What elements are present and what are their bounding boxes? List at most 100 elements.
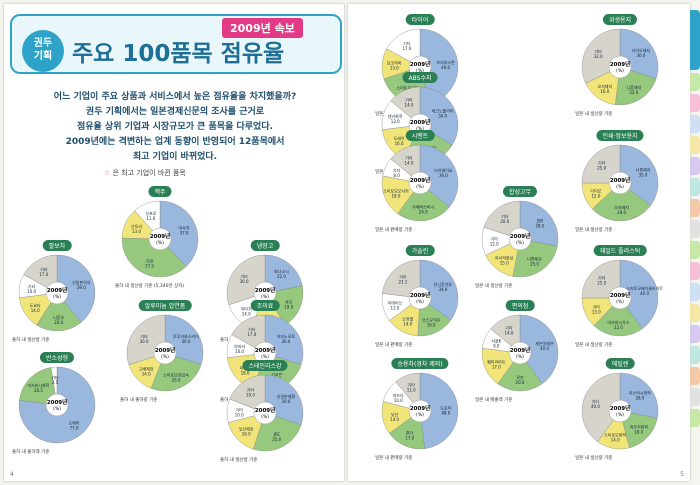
- slice-label: 혼다: [406, 430, 414, 436]
- title-box: 2009년 속보 권두 기획 주요 100품목 점유율: [10, 14, 342, 74]
- slice-value: 16.0: [427, 322, 436, 327]
- slice-value: 11.0: [407, 388, 416, 393]
- slice-label: 야마사: [234, 343, 245, 349]
- chart-title: 가솔린: [405, 245, 435, 256]
- slice-label: 기코만: [271, 371, 282, 377]
- pie-slice: [581, 259, 621, 299]
- slice-value: 14.0: [403, 322, 412, 327]
- chapter-tab[interactable]: [690, 178, 700, 196]
- chapter-tab[interactable]: [690, 94, 700, 112]
- slice-label: 기타: [491, 236, 499, 242]
- star-icon: ☆: [104, 169, 111, 177]
- slice-value: 14.0: [405, 103, 414, 108]
- pie-center: [408, 399, 432, 423]
- pie-center: [45, 281, 69, 305]
- chart-title: 타이어: [405, 14, 435, 25]
- chapter-tab[interactable]: [690, 388, 700, 406]
- pie-chart-card: 에틸렌 미쓰비시화학 28.0 미쓰이화학 18.0 스미토모화학 14.0 기타 40.0 20…: [575, 358, 665, 470]
- pie-slice: [497, 352, 543, 392]
- intro-line: 권두 기획에서는 일본경제신문의 조사를 근거로: [85, 107, 265, 117]
- slice-value: 17.0: [492, 364, 501, 369]
- slice-label: 기타: [40, 266, 48, 272]
- pie-chart-card: 스테인리스강 신일본제철 30.0 JFE 25.0 닛신제강 16.0 기타 10.0 기타 19…: [220, 360, 310, 472]
- pie-slice: [419, 144, 459, 208]
- slice-label: 기타: [247, 387, 255, 393]
- slice-label: 스미토모경금속: [163, 371, 189, 377]
- chapter-tab[interactable]: [690, 283, 700, 301]
- slice-value: 15.0: [500, 260, 509, 265]
- pie-chart-card: 인쇄·정보용지 니혼제지 35.0 오지제지 28.0 다이오 12.0 기타 25.0 2009…: [575, 130, 665, 242]
- chapter-tab[interactable]: [690, 115, 700, 133]
- pie-chart-card: 승용차(경차 제외) 도요타 48.0 혼다 17.0 닛산 14.0 마쓰다 10.0 기타 11…: [375, 358, 465, 470]
- slice-value: 30.0: [181, 339, 190, 344]
- pie-center: [608, 399, 632, 423]
- chapter-tab[interactable]: [690, 241, 700, 259]
- slice-value: 30.0: [140, 339, 149, 344]
- slice-value: 30.0: [240, 279, 249, 284]
- chapter-tab[interactable]: [690, 367, 700, 385]
- slice-value: 17.0: [402, 46, 411, 51]
- chapter-tab[interactable]: [690, 199, 700, 217]
- slice-value: 28.0: [635, 396, 644, 401]
- slice-value: 25.0: [597, 166, 606, 171]
- chart-note: 출하 내 생산량 기준 (5,340만 상자): [115, 284, 185, 289]
- slice-value: 20.0: [500, 219, 509, 224]
- slice-label: 이데미쓰: [388, 300, 403, 306]
- pie-slice: [121, 237, 187, 278]
- slice-label: 기타: [501, 213, 509, 219]
- page-number-left: 4: [10, 471, 14, 478]
- slice-label: 신니혼석유: [434, 281, 453, 287]
- slice-label: 스미토모화학: [604, 431, 626, 437]
- chart-title: 편의점: [505, 300, 535, 311]
- chapter-tab[interactable]: [690, 73, 700, 91]
- pie-center-label: (%): [156, 240, 164, 246]
- pie-center-label: (%): [416, 126, 424, 132]
- slice-value: 36.0: [439, 173, 448, 178]
- slice-label: 아지노모토: [277, 333, 296, 339]
- pie-center: [508, 341, 532, 365]
- pie-slice: [619, 410, 658, 449]
- chapter-tab[interactable]: [690, 325, 700, 343]
- badge-line-1: 권두: [33, 38, 53, 49]
- chapter-tab-strip[interactable]: [690, 10, 700, 430]
- pie-center: [148, 227, 172, 251]
- slice-label: 기타: [51, 374, 59, 380]
- slice-label: 다이헤이요: [434, 167, 453, 173]
- feature-badge: 권두 기획: [22, 30, 64, 72]
- slice-label: 고베제강: [139, 366, 154, 372]
- slice-label: 도레이: [69, 419, 80, 425]
- slice-value: 10.0: [27, 289, 36, 294]
- slice-label: 도요타: [440, 404, 451, 410]
- pie-chart: 다이헤이요36.0우베미쓰비시24.0스미토모오사카18.0기타8.0기타14.…: [381, 144, 459, 222]
- chart-note: 일본 내 생산량 기준: [575, 112, 613, 117]
- chapter-tab[interactable]: [690, 157, 700, 175]
- pie-slice: [581, 144, 621, 184]
- chart-note: 출하 내 생산량 기준: [220, 458, 258, 463]
- pie-center-label: 2009년: [410, 176, 430, 184]
- slice-label: 미쓰비시화학: [629, 390, 651, 396]
- slice-value: 39.0: [77, 285, 86, 290]
- chapter-tab[interactable]: [690, 409, 700, 427]
- pie-center-label: (%): [261, 414, 269, 420]
- chapter-tab[interactable]: [690, 136, 700, 154]
- chapter-tab[interactable]: [690, 346, 700, 364]
- chart-note: 일본 내 생산량 기준: [575, 456, 613, 461]
- pie-center-label: 2009년: [47, 286, 67, 294]
- slice-label: 스미토모베이클라이트: [626, 285, 663, 291]
- chapter-tab[interactable]: [690, 220, 700, 238]
- pie-center: [508, 227, 532, 251]
- slice-label: 기린: [146, 258, 154, 264]
- pie-center-label: (%): [616, 184, 624, 190]
- pie-center-label: (%): [53, 406, 61, 412]
- pie-center-label: (%): [416, 412, 424, 418]
- chapter-tab[interactable]: [690, 262, 700, 280]
- chapter-tab[interactable]: [690, 304, 700, 322]
- pie-center-label: (%): [161, 354, 169, 360]
- pie-chart: 신일본제철30.0JFE25.0닛신제강16.0기타10.0기타19.02009…: [226, 374, 304, 452]
- pie-chart-card: 가솔린 신니혼석유 34.9 코스모석유 16.0 쇼와셸 14.0 이데미쓰 12.0 기타 23…: [375, 245, 465, 357]
- pie-chart-card: 알루미늄 압연품 후루카와스카이 30.0 스미토모경금속 26.0 고베제강 14.0 기타…: [120, 300, 210, 412]
- pie-center-label: 2009년: [410, 60, 430, 68]
- chapter-tab-active[interactable]: [690, 10, 700, 70]
- slice-label: JFE: [273, 432, 280, 437]
